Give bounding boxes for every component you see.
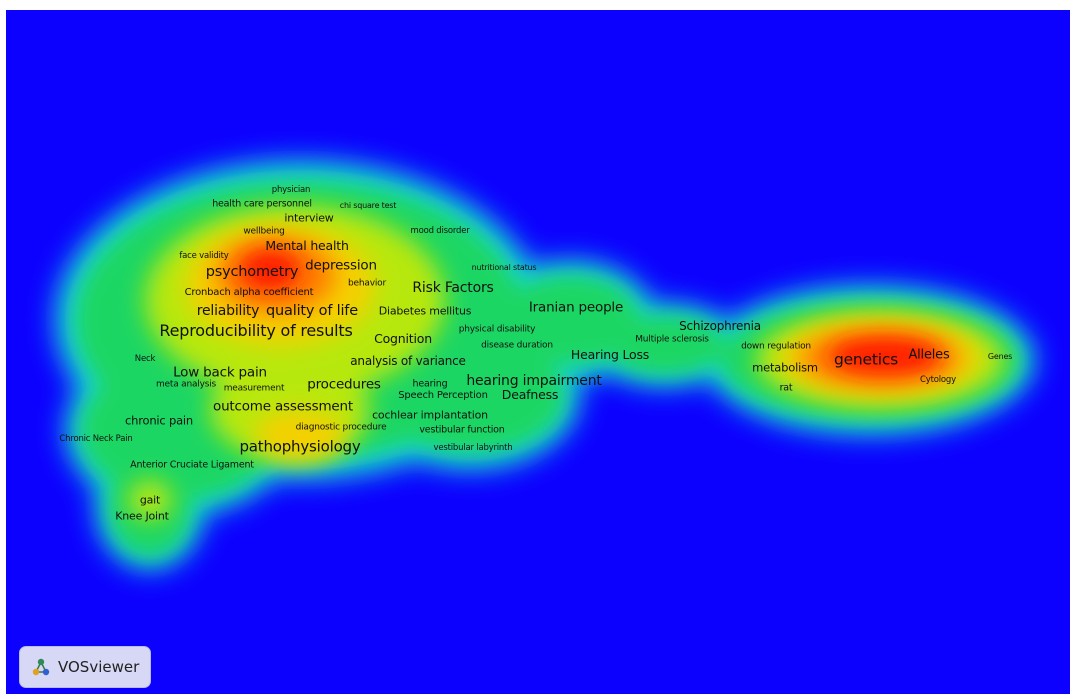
term-label[interactable]: Knee Joint — [115, 509, 169, 523]
term-label[interactable]: behavior — [348, 278, 386, 289]
term-label[interactable]: down regulation — [741, 341, 811, 352]
term-label[interactable]: Deafness — [501, 386, 559, 402]
term-label[interactable]: Anterior Cruciate Ligament — [130, 459, 254, 471]
term-label[interactable]: Neck — [134, 353, 156, 364]
term-label[interactable]: chronic pain — [124, 413, 194, 428]
term-label[interactable]: Genes — [987, 352, 1013, 361]
term-label[interactable]: mood disorder — [410, 225, 470, 236]
term-label[interactable]: metabolism — [752, 360, 818, 375]
term-label[interactable]: reliability — [196, 303, 260, 319]
term-label[interactable]: Cognition — [374, 330, 432, 346]
term-label[interactable]: hearing — [412, 378, 448, 390]
term-label[interactable]: chi square test — [339, 201, 397, 210]
term-label[interactable]: diagnostic procedure — [295, 422, 387, 433]
term-label[interactable]: rat — [779, 382, 793, 394]
term-label[interactable]: Mental health — [265, 237, 349, 253]
term-label[interactable]: genetics — [833, 350, 899, 369]
term-label[interactable]: cochlear implantation — [372, 408, 488, 422]
term-label[interactable]: Hearing Loss — [570, 346, 650, 362]
term-label[interactable]: Alleles — [908, 347, 950, 363]
term-label[interactable]: measurement — [223, 383, 285, 394]
term-label[interactable]: hearing impairment — [466, 373, 602, 389]
term-label[interactable]: vestibular labyrinth — [433, 442, 513, 453]
term-label[interactable]: Chronic Neck Pain — [59, 433, 133, 444]
term-label[interactable]: Cytology — [920, 374, 956, 385]
term-label[interactable]: depression — [305, 257, 377, 274]
term-label[interactable]: procedures — [307, 376, 381, 393]
term-label[interactable]: Iranian people — [528, 299, 624, 316]
term-label[interactable]: meta analysis — [155, 379, 217, 390]
term-label[interactable]: Low back pain — [173, 364, 267, 381]
density-heatmap — [55, 160, 1035, 570]
term-label[interactable]: pathophysiology — [239, 437, 361, 456]
density-visualization[interactable]: physician health care personnel chi square… — [6, 10, 1070, 694]
term-label[interactable]: quality of life — [266, 302, 358, 319]
term-label[interactable]: Risk Factors — [412, 280, 494, 296]
term-label[interactable]: wellbeing — [243, 226, 285, 237]
vosviewer-logo-button[interactable]: VOSviewer — [19, 646, 151, 688]
vosviewer-network-icon — [32, 658, 50, 676]
brand-label: VOSviewer — [58, 658, 140, 676]
term-label[interactable]: Schizophrenia — [679, 319, 761, 333]
term-label[interactable]: Diabetes mellitus — [378, 304, 472, 318]
term-label[interactable]: physical disability — [458, 324, 536, 335]
term-label[interactable]: nutritional status — [471, 263, 537, 272]
term-label[interactable]: vestibular function — [419, 424, 505, 436]
term-label[interactable]: disease duration — [481, 340, 553, 351]
term-label[interactable]: health care personnel — [212, 198, 312, 210]
term-label[interactable]: face validity — [179, 250, 229, 261]
term-label[interactable]: outcome assessment — [213, 398, 353, 415]
term-label[interactable]: gait — [139, 493, 161, 507]
term-label[interactable]: psychometry — [205, 263, 299, 280]
term-label[interactable]: analysis of variance — [350, 354, 466, 368]
term-label[interactable]: Reproducibility of results — [159, 321, 353, 340]
term-label[interactable]: physician — [271, 184, 311, 195]
term-label[interactable]: Multiple sclerosis — [635, 334, 709, 345]
term-label[interactable]: Speech Perception — [398, 390, 488, 401]
term-label[interactable]: Cronbach alpha coefficient — [184, 287, 314, 298]
term-label[interactable]: interview — [284, 211, 334, 225]
